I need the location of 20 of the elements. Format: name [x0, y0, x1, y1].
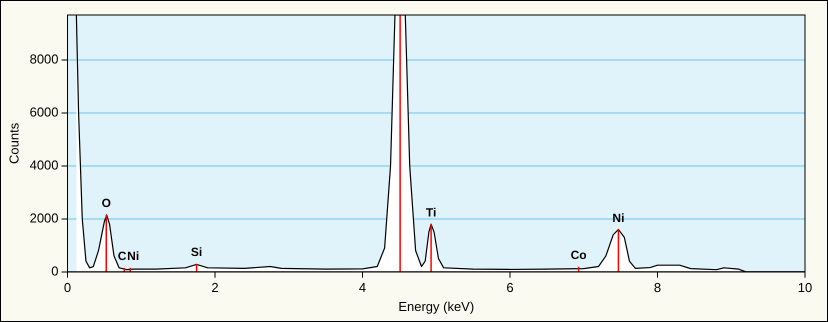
y-tick-label: 4000 — [30, 157, 59, 172]
y-axis-title: Counts — [6, 122, 22, 164]
x-tick-label: 6 — [506, 280, 514, 296]
annotation: Co — [570, 248, 587, 262]
x-tick-label: 4 — [358, 280, 366, 296]
x-tick-label: 2 — [211, 280, 219, 296]
annotation: Ni — [612, 210, 624, 225]
y-tick-label: 8000 — [30, 52, 59, 67]
y-tick-label: 6000 — [30, 104, 59, 120]
x-tick-label: 0 — [64, 280, 72, 296]
y-tick-label: 0 — [51, 263, 59, 278]
annotation: C — [118, 249, 127, 264]
annotation: Ti — [426, 205, 436, 220]
annotation: Ni — [127, 249, 140, 264]
y-tick-label: 2000 — [30, 210, 59, 226]
annotation: Si — [190, 245, 202, 260]
annotation: O — [102, 196, 111, 210]
x-tick-label: 10 — [798, 280, 812, 296]
x-axis-title: Energy (keV) — [398, 298, 474, 314]
x-tick-label: 8 — [654, 280, 662, 296]
